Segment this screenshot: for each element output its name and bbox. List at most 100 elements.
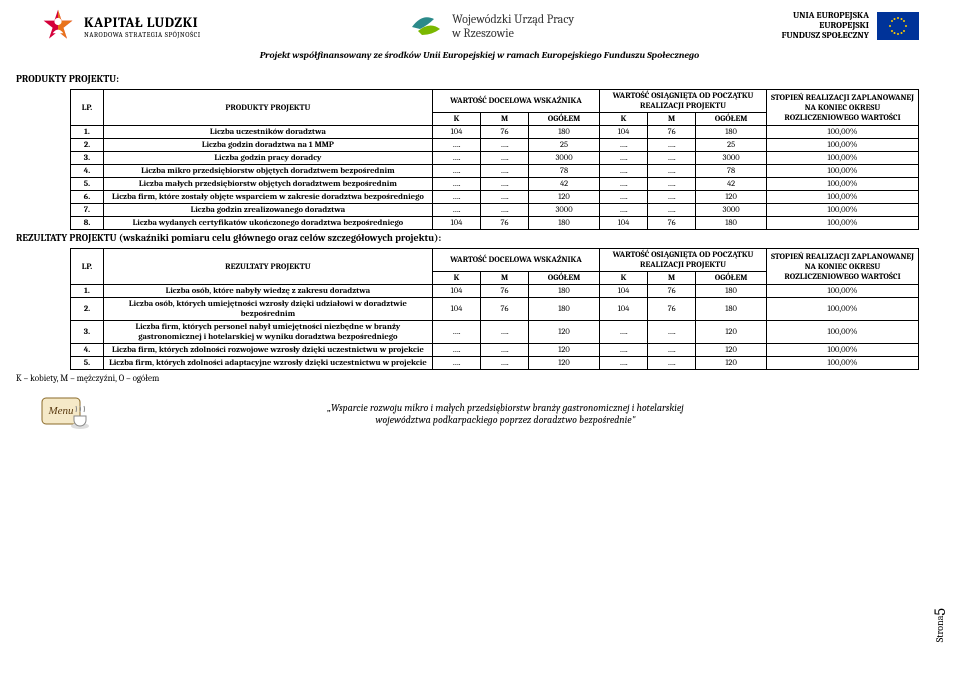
sub-m4: M <box>648 272 696 285</box>
cell: 104 <box>600 285 648 298</box>
cell: …. <box>432 178 480 191</box>
wup-leaf-icon <box>408 11 444 41</box>
cell: Liczba uczestników doradztwa <box>103 126 432 139</box>
results-table: LP. REZULTATY PROJEKTU WARTOŚĆ DOCELOWA … <box>70 248 919 370</box>
section2-title: REZULTATY PROJEKTU (wskaźniki pomiaru ce… <box>0 230 959 248</box>
kapital-title: KAPITAŁ LUDZKI <box>84 14 201 31</box>
cell: 100,00% <box>767 298 919 321</box>
kapital-subtitle: NARODOWA STRATEGIA SPÓJNOŚCI <box>84 31 201 39</box>
cell: 100,00% <box>767 217 919 230</box>
wup-line2: w Rzeszowie <box>452 26 574 40</box>
sub-og3: OGÓŁEM <box>529 272 600 285</box>
table-row: 2.Liczba godzin doradztwa na 1 MMP….….25… <box>71 139 919 152</box>
section1-title: PRODUKTY PROJEKTU: <box>0 71 959 89</box>
table-row: 5.Liczba firm, których zdolności adaptac… <box>71 357 919 370</box>
cell: 120 <box>529 344 600 357</box>
cell: …. <box>600 152 648 165</box>
cell: 180 <box>696 217 767 230</box>
cell: 104 <box>432 217 480 230</box>
menu-cup-icon: Menu <box>40 392 92 436</box>
table-row: 1.Liczba osób, które nabyły wiedzę z zak… <box>71 285 919 298</box>
cell: 180 <box>529 285 600 298</box>
cell: 100,00% <box>767 357 919 370</box>
cell: 76 <box>481 217 529 230</box>
col-wd: WARTOŚĆ DOCELOWA WSKAŹNIKA <box>432 90 599 113</box>
cell: 3000 <box>696 204 767 217</box>
cell: 5. <box>71 178 104 191</box>
sub-og4: OGÓŁEM <box>696 272 767 285</box>
col-lp: LP. <box>71 90 104 126</box>
cell: 4. <box>71 165 104 178</box>
col-name: PRODUKTY PROJEKTU <box>103 90 432 126</box>
cell: 3000 <box>529 204 600 217</box>
wup-line1: Wojewódzki Urząd Pracy <box>452 12 574 26</box>
cell: …. <box>432 321 480 344</box>
cell: 100,00% <box>767 204 919 217</box>
cell: …. <box>481 344 529 357</box>
cell: …. <box>481 204 529 217</box>
cell: …. <box>648 152 696 165</box>
cell: 2. <box>71 298 104 321</box>
cell: 7. <box>71 204 104 217</box>
cell: 104 <box>432 285 480 298</box>
cell: 180 <box>529 126 600 139</box>
cell: 76 <box>648 217 696 230</box>
col-wo2: WARTOŚĆ OSIĄGNIĘTA OD POCZĄTKU REALIZACJ… <box>600 249 767 272</box>
sub-m2: M <box>648 113 696 126</box>
cell: …. <box>648 191 696 204</box>
cell: 76 <box>648 126 696 139</box>
cell: 120 <box>696 191 767 204</box>
table-row: 1.Liczba uczestników doradztwa1047618010… <box>71 126 919 139</box>
col-st: STOPIEŃ REALIZACJI ZAPLANOWANEJ NA KONIE… <box>767 90 919 126</box>
page: KAPITAŁ LUDZKI NARODOWA STRATEGIA SPÓJNO… <box>0 0 959 440</box>
cell: Liczba firm, których zdolności rozwojowe… <box>103 344 432 357</box>
cell: …. <box>432 357 480 370</box>
header: KAPITAŁ LUDZKI NARODOWA STRATEGIA SPÓJNO… <box>0 0 959 48</box>
sub-k4: K <box>600 272 648 285</box>
logo-eu: UNIA EUROPEJSKA EUROPEJSKI FUNDUSZ SPOŁE… <box>782 11 919 41</box>
cell: 78 <box>529 165 600 178</box>
cell: 42 <box>529 178 600 191</box>
cell: 76 <box>648 298 696 321</box>
cell: 120 <box>696 344 767 357</box>
table-row: 7.Liczba godzin zrealizowanego doradztwa… <box>71 204 919 217</box>
cell: 100,00% <box>767 285 919 298</box>
cell: 78 <box>696 165 767 178</box>
cell: 76 <box>481 285 529 298</box>
cell: 8. <box>71 217 104 230</box>
cell: 76 <box>648 285 696 298</box>
page-num-value: 5 <box>931 608 949 616</box>
cell: 120 <box>529 357 600 370</box>
cell: …. <box>481 357 529 370</box>
cell: 3000 <box>529 152 600 165</box>
col-name2: REZULTATY PROJEKTU <box>103 249 432 285</box>
page-number: Strona5 <box>931 608 949 642</box>
legend: K – kobiety, M – mężczyźni, O – ogółem <box>0 370 959 384</box>
cell: 100,00% <box>767 165 919 178</box>
cell: 3. <box>71 152 104 165</box>
cell: Liczba godzin doradztwa na 1 MMP <box>103 139 432 152</box>
footer: Menu „Wsparcie rozwoju mikro i małych pr… <box>0 384 959 440</box>
cell: 104 <box>432 298 480 321</box>
col-lp2: LP. <box>71 249 104 285</box>
cell: 180 <box>696 298 767 321</box>
cell: …. <box>648 321 696 344</box>
table-row: 5.Liczba małych przedsiębiorstw objętych… <box>71 178 919 191</box>
cell: 100,00% <box>767 321 919 344</box>
sub-k2: K <box>600 113 648 126</box>
sub-k: K <box>432 113 480 126</box>
cell: …. <box>432 165 480 178</box>
table-row: 4.Liczba mikro przedsiębiorstw objętych … <box>71 165 919 178</box>
cell: …. <box>600 191 648 204</box>
cell: …. <box>600 165 648 178</box>
eu-flag-icon <box>877 12 919 40</box>
cell: 100,00% <box>767 344 919 357</box>
cell: 180 <box>529 217 600 230</box>
cell: 25 <box>696 139 767 152</box>
cell: …. <box>481 178 529 191</box>
cell: …. <box>648 139 696 152</box>
cell: …. <box>432 152 480 165</box>
cell: …. <box>648 178 696 191</box>
logo-kapital-ludzki: KAPITAŁ LUDZKI NARODOWA STRATEGIA SPÓJNO… <box>40 8 201 44</box>
cell: Liczba mikro przedsiębiorstw objętych do… <box>103 165 432 178</box>
